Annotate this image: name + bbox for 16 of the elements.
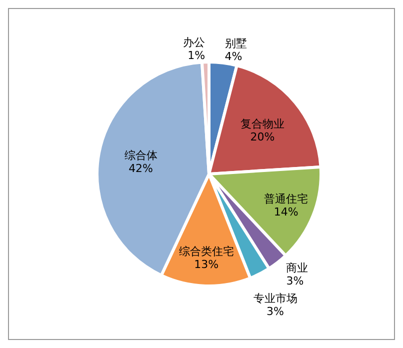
data-label: 14% xyxy=(274,206,298,219)
slice-label: 别墅 xyxy=(224,36,247,50)
data-label: 13% xyxy=(194,258,219,271)
slice-label: 复合物业 xyxy=(240,118,285,131)
data-label: 4% xyxy=(224,50,242,63)
data-label: 42% xyxy=(128,162,154,175)
data-label: 3% xyxy=(266,305,284,318)
slice-label: 商业 xyxy=(286,262,308,275)
data-label: 1% xyxy=(188,49,206,62)
slice-label: 专业市场 xyxy=(253,292,298,306)
data-label: 3% xyxy=(286,274,304,288)
slice-label: 普通住宅 xyxy=(264,192,308,206)
data-label: 20% xyxy=(250,130,275,144)
slice-label: 办公 xyxy=(183,36,206,50)
slice-label: 综合体 xyxy=(124,148,158,162)
slice-label: 综合类住宅 xyxy=(178,244,234,258)
